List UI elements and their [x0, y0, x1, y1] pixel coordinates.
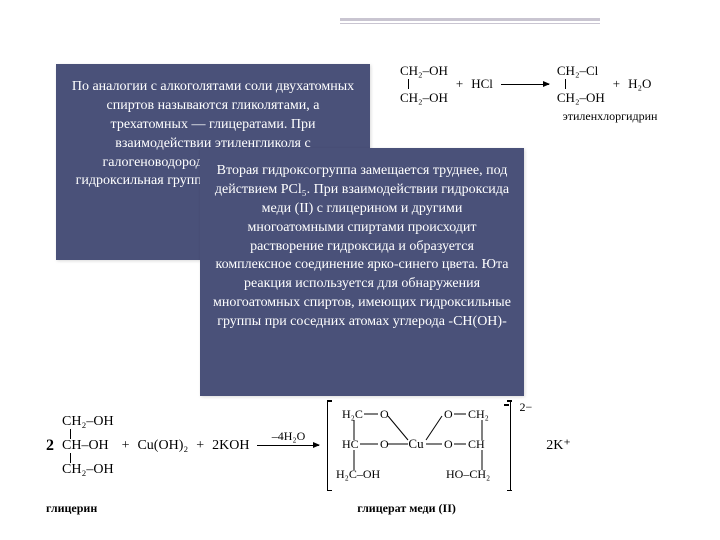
reagent-cuoh2: Cu(OH)₂	[137, 438, 188, 454]
plus-1: +	[456, 76, 463, 92]
rt: CH₂	[468, 407, 489, 421]
coef-2: 2	[46, 437, 54, 455]
caption-glycerin: глицерин	[46, 501, 97, 516]
box2-text: Вторая гидроксогруппа замещается труднее…	[213, 163, 511, 329]
reagent-koh: 2KOH	[212, 438, 249, 454]
gly-l2: CH–OH	[62, 439, 114, 453]
arrow-icon	[501, 84, 549, 85]
rO2: O	[444, 437, 453, 451]
caption-chlorohydrin: этиленхлоргидрин	[520, 109, 700, 124]
eg-line1: CH₂–OH	[400, 63, 448, 78]
reactant-glycerol: CH₂–OH CH–OH CH₂–OH	[62, 415, 114, 477]
plus-4: +	[196, 438, 204, 454]
plus-3: +	[122, 438, 130, 454]
eg-line2: CH₂–OH	[400, 90, 448, 105]
ch-line1: CH₂–Cl	[557, 63, 598, 78]
rb: HO–CH₂	[446, 467, 490, 481]
header-accent	[340, 18, 600, 24]
lt: H₂C	[342, 407, 363, 421]
complex-structure: Cu H₂C HC H₂C–OH O O O O CH₂ CH HO–CH₂	[334, 404, 504, 482]
lO2: O	[380, 437, 389, 451]
plus-2: +	[613, 76, 620, 92]
ch-line2: CH₂–OH	[557, 90, 605, 105]
caption-glycerate: глицерат меди (II)	[357, 501, 456, 516]
product-chlorohydrin: CH₂–Cl CH₂–OH	[557, 64, 605, 105]
arrow-icon-2: –4H₂O	[257, 445, 319, 446]
complex-charge: 2−	[519, 400, 532, 415]
gly-l1: CH₂–OH	[62, 415, 114, 429]
text-box-2: Вторая гидроксогруппа замещается труднее…	[200, 148, 524, 396]
gly-l3: CH₂–OH	[62, 463, 114, 477]
product-water: H₂O	[628, 76, 651, 92]
cu-center: Cu	[409, 436, 425, 451]
rO1: O	[444, 407, 453, 421]
reactant-ethylene-glycol: CH₂–OH CH₂–OH	[400, 64, 448, 105]
reaction-bottom: 2 CH₂–OH CH–OH CH₂–OH + Cu(OH)₂ + 2KOH –…	[46, 400, 676, 516]
reactant-hcl: HCl	[471, 76, 493, 92]
lm: HC	[342, 437, 359, 451]
reaction-top: CH₂–OH CH₂–OH + HCl CH₂–Cl CH₂–OH + H₂O …	[400, 64, 700, 124]
lO1: O	[380, 407, 389, 421]
counterion: 2K⁺	[546, 437, 571, 454]
arrow-label: –4H₂O	[257, 429, 319, 444]
complex-bracket: Cu H₂C HC H₂C–OH O O O O CH₂ CH HO–CH₂	[327, 400, 511, 491]
lb: H₂C–OH	[336, 467, 381, 481]
